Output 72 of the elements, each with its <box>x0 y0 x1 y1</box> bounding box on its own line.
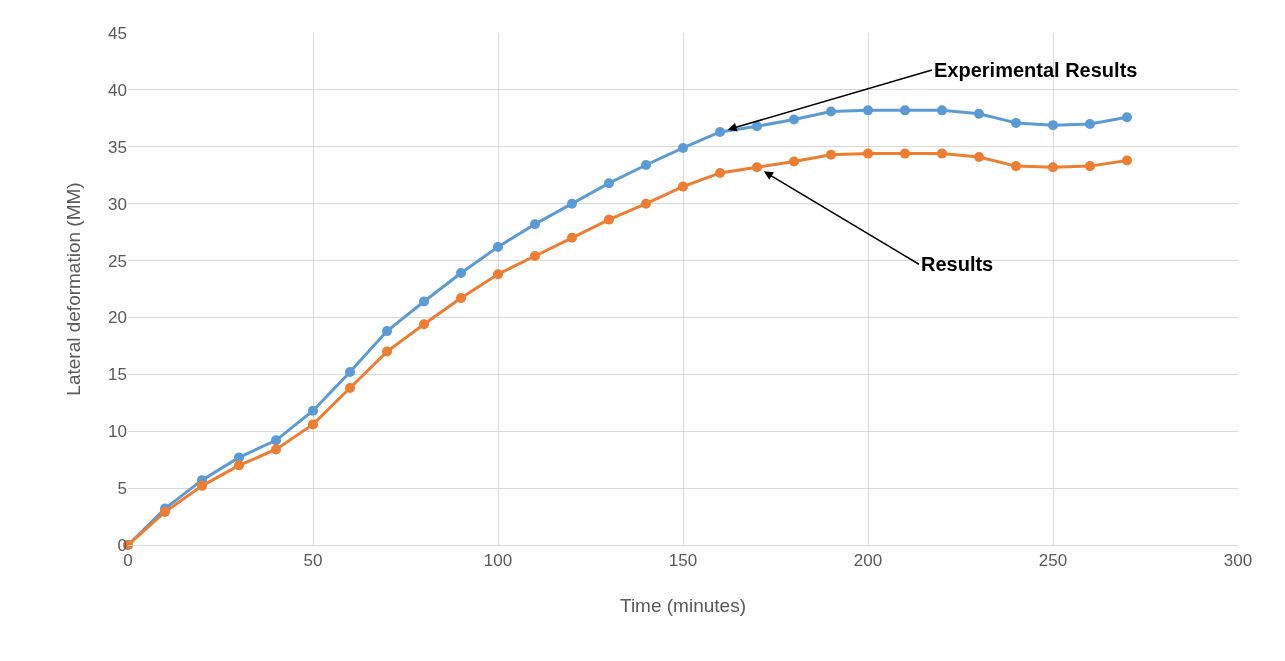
point <box>382 326 392 337</box>
point <box>308 405 318 416</box>
point <box>234 460 244 471</box>
x-tick-label: 150 <box>668 551 698 571</box>
y-axis-title: Lateral deformation (MM) <box>63 182 84 396</box>
point <box>974 152 984 163</box>
point <box>715 167 725 178</box>
y-tick-label: 30 <box>108 194 127 214</box>
point <box>752 162 762 173</box>
point <box>419 319 429 330</box>
point <box>604 178 614 189</box>
point <box>234 452 244 463</box>
point <box>271 435 281 446</box>
point <box>456 268 466 279</box>
point <box>1122 112 1132 123</box>
y-tick-label: 5 <box>117 479 127 499</box>
point <box>752 121 762 132</box>
point <box>308 419 318 430</box>
point <box>863 105 873 116</box>
x-tick-label: 100 <box>483 551 513 571</box>
x-axis-title: Time (minutes) <box>620 595 746 616</box>
point <box>678 181 688 192</box>
point <box>456 293 466 304</box>
x-tick-label: 200 <box>853 551 883 571</box>
point <box>567 232 577 243</box>
point <box>1048 162 1058 173</box>
point <box>826 106 836 117</box>
y-tick-label: 35 <box>108 137 127 157</box>
point <box>1011 117 1021 128</box>
point <box>715 126 725 137</box>
point <box>1011 161 1021 172</box>
y-tick-label: 45 <box>108 23 127 43</box>
y-tick-label: 40 <box>108 80 127 100</box>
y-tick-label: 10 <box>108 422 127 442</box>
x-tick-label: 50 <box>303 551 323 571</box>
annotation: Results <box>921 253 994 275</box>
point <box>789 114 799 125</box>
point <box>900 105 910 116</box>
point <box>345 382 355 393</box>
point <box>493 269 503 280</box>
point <box>863 148 873 159</box>
point <box>678 142 688 153</box>
y-tick-label: 15 <box>108 365 127 385</box>
point <box>826 149 836 160</box>
point <box>530 219 540 230</box>
point <box>789 156 799 167</box>
point <box>974 108 984 119</box>
y-tick-label: 0 <box>117 535 127 555</box>
point <box>567 198 577 209</box>
point <box>641 159 651 170</box>
point <box>530 251 540 261</box>
point <box>419 296 429 307</box>
point <box>937 105 947 116</box>
point <box>1048 120 1058 131</box>
point <box>345 367 355 378</box>
y-tick-label: 25 <box>108 251 127 271</box>
point <box>1085 119 1095 130</box>
point <box>271 444 281 455</box>
x-tick-label: 250 <box>1038 551 1068 571</box>
point <box>900 148 910 159</box>
point <box>197 480 207 491</box>
y-tick-label: 20 <box>108 308 127 328</box>
annotation: Experimental Results <box>934 59 1138 81</box>
point <box>1085 161 1095 172</box>
point <box>382 346 392 357</box>
x-tick-label: 300 <box>1223 551 1253 571</box>
point <box>493 241 503 252</box>
point <box>641 198 651 209</box>
point <box>1122 155 1132 166</box>
point <box>604 214 614 225</box>
point <box>937 148 947 159</box>
point <box>160 507 170 517</box>
